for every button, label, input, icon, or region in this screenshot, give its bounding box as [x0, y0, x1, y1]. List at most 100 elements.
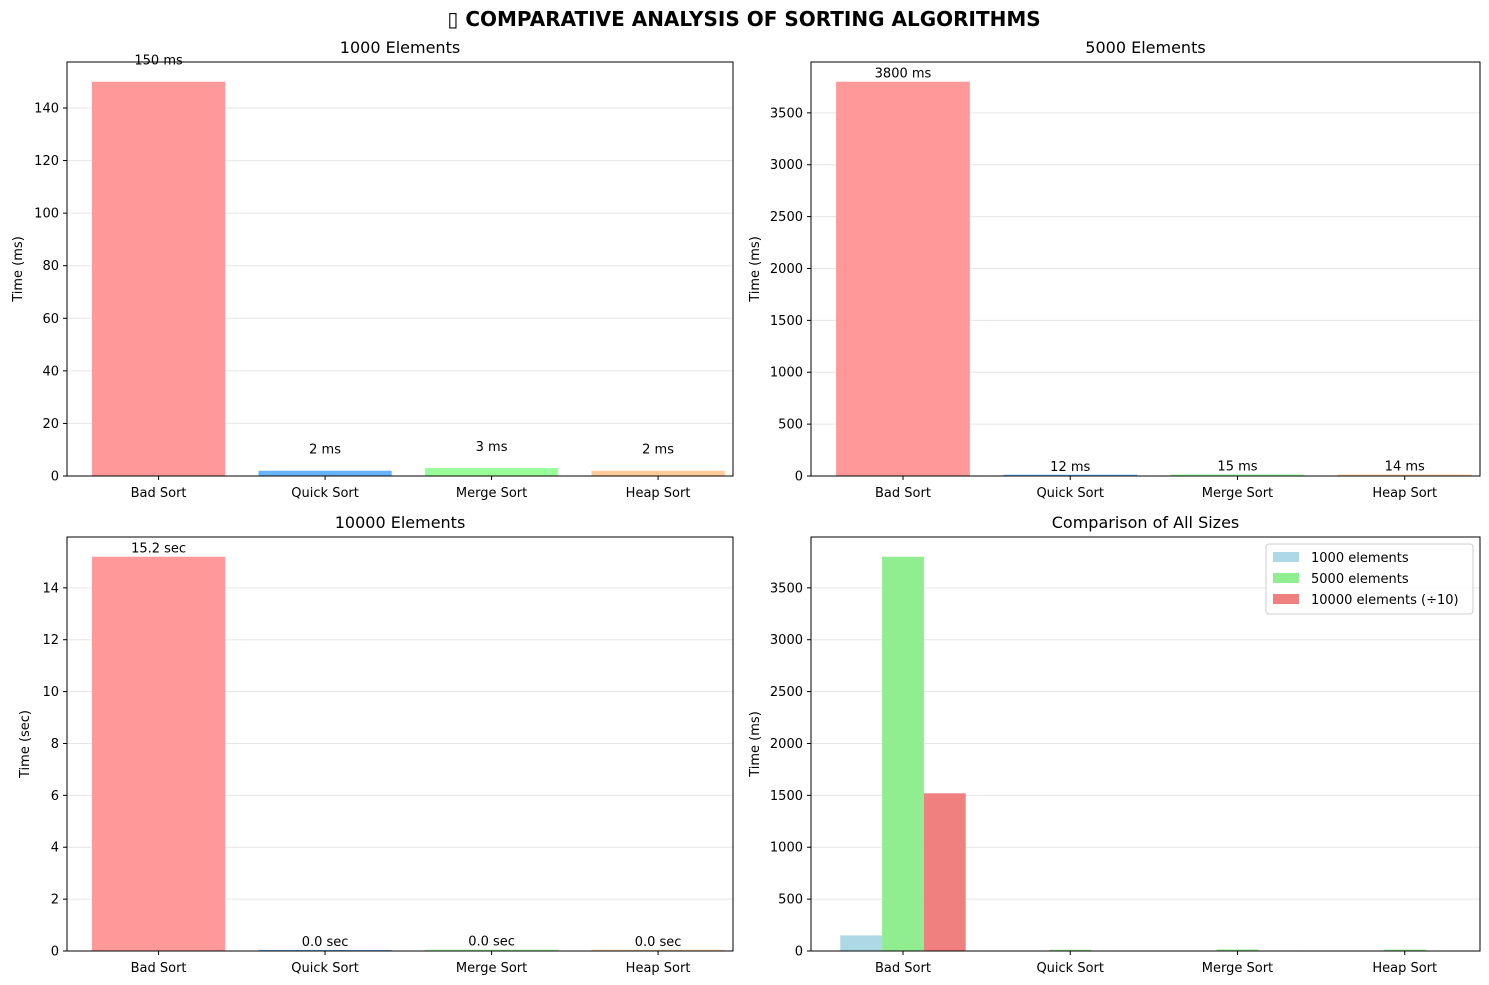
y-tick-label: 100	[34, 207, 59, 222]
figure-title: ▯ COMPARATIVE ANALYSIS OF SORTING ALGORI…	[447, 7, 1040, 31]
x-tick-label: Quick Sort	[1036, 961, 1104, 976]
bar-4-s1-1	[840, 935, 883, 951]
y-tick-label: 140	[34, 102, 59, 117]
legend-swatch-1	[1273, 552, 1299, 562]
y-tick-label: 3500	[770, 106, 803, 121]
bar-2-3	[1170, 474, 1305, 476]
axes-frame	[66, 61, 734, 477]
chart-title: 5000 Elements	[1085, 38, 1205, 57]
legend-label-1: 1000 elements	[1311, 551, 1409, 566]
y-tick-label: 0	[795, 945, 803, 960]
legend-box	[1265, 543, 1474, 615]
y-axis-label: Time (ms)	[11, 236, 26, 303]
y-tick-label: 1000	[770, 841, 803, 856]
x-tick-label: Heap Sort	[626, 961, 691, 976]
chart-panel-3: 15.2 sec 0.0 sec 0.0 sec 0.0 sec 0 2 4 6 8 10 12 14…	[18, 513, 734, 976]
axes-frame	[810, 61, 1481, 477]
chart-title: 10000 Elements	[335, 513, 466, 532]
x-tick-label: Merge Sort	[456, 486, 527, 501]
bar-4-s2-4	[1383, 949, 1426, 951]
bar-4-s2-2	[1049, 949, 1092, 951]
data-label: 2 ms	[309, 443, 341, 458]
y-tick-label: 500	[778, 418, 803, 433]
y-tick-label: 40	[42, 364, 59, 379]
x-tick-label: Heap Sort	[1372, 486, 1437, 501]
x-tick-label: Heap Sort	[626, 486, 691, 501]
y-tick-label: 0	[51, 470, 59, 485]
y-tick-label: 1000	[770, 366, 803, 381]
y-tick-label: 0	[795, 470, 803, 485]
x-tick-label: Bad Sort	[131, 486, 187, 501]
legend: 1000 elements 5000 elements 10000 elements…	[1265, 543, 1474, 615]
data-label: 2 ms	[642, 443, 674, 458]
data-label: 150 ms	[134, 54, 183, 69]
y-tick-label: 2	[51, 893, 59, 908]
y-tick-label: 500	[778, 893, 803, 908]
data-label: 0.0 sec	[302, 935, 349, 950]
x-tick-label: Quick Sort	[1036, 486, 1104, 501]
data-label: 14 ms	[1385, 460, 1425, 475]
chart-title: Comparison of All Sizes	[1052, 513, 1240, 532]
bar-3-3	[424, 949, 559, 951]
data-label: 0.0 sec	[468, 935, 515, 950]
y-tick-label: 3500	[770, 581, 803, 596]
y-tick-label: 2500	[770, 210, 803, 225]
y-tick-label: 3000	[770, 158, 803, 173]
y-tick-label: 120	[34, 154, 59, 169]
x-tick-label: Bad Sort	[131, 961, 187, 976]
data-label: 12 ms	[1050, 460, 1090, 475]
y-tick-label: 4	[51, 841, 59, 856]
y-tick-label: 8	[51, 737, 59, 752]
bar-3-2	[258, 949, 392, 951]
x-tick-label: Bad Sort	[875, 486, 931, 501]
y-axis-label: Time (ms)	[748, 711, 763, 778]
y-tick-label: 1500	[770, 314, 803, 329]
y-axis-label: Time (sec)	[18, 710, 33, 779]
axes-frame	[66, 536, 734, 952]
x-tick-label: Merge Sort	[1202, 961, 1273, 976]
bar-1-3	[424, 468, 559, 476]
data-label: 3800 ms	[875, 67, 932, 82]
bar-4-s2-1	[882, 556, 924, 951]
y-tick-label: 10	[42, 685, 59, 700]
x-tick-label: Quick Sort	[291, 486, 359, 501]
chart-title: 1000 Elements	[340, 38, 460, 57]
x-tick-label: Merge Sort	[1202, 486, 1273, 501]
y-tick-label: 2500	[770, 685, 803, 700]
bar-3-1	[91, 556, 226, 951]
x-tick-label: Quick Sort	[291, 961, 359, 976]
y-tick-label: 80	[42, 259, 59, 274]
y-axis-label: Time (ms)	[748, 236, 763, 303]
bar-4-s3-1	[923, 793, 966, 951]
y-tick-label: 14	[42, 581, 59, 596]
bar-2-4	[1337, 474, 1472, 476]
bar-1-4	[591, 470, 725, 476]
legend-label-3: 10000 elements (÷10)	[1311, 593, 1459, 608]
y-tick-label: 3000	[770, 633, 803, 648]
legend-swatch-2	[1273, 573, 1299, 583]
y-tick-label: 2000	[770, 737, 803, 752]
legend-label-2: 5000 elements	[1311, 572, 1409, 587]
data-label: 0.0 sec	[635, 935, 682, 950]
axes-frame	[810, 536, 1481, 952]
data-label: 15 ms	[1217, 459, 1257, 474]
chart-panel-4: 0 500 1000 1500 2000 2500 3000 3500 Bad Sort Quic…	[748, 513, 1481, 976]
chart-panel-1: 150 ms 2 ms 3 ms 2 ms 0 20 40 60 80 100 120 140 Bad …	[11, 38, 734, 501]
bar-1-1	[91, 81, 226, 476]
y-tick-label: 12	[42, 633, 59, 648]
data-label: 15.2 sec	[131, 542, 186, 557]
bar-3-4	[591, 949, 725, 951]
data-label: 3 ms	[476, 440, 508, 455]
x-tick-label: Bad Sort	[875, 961, 931, 976]
legend-swatch-3	[1273, 594, 1299, 604]
chart-panels: 150 ms2 ms 3 ms 2 ms020406080100120140Bad …	[11, 38, 1481, 976]
y-tick-label: 60	[42, 312, 59, 327]
chart-panel-2: 3800 ms 12 ms 15 ms 14 ms 0 500 1000 1500 2000 25…	[748, 38, 1481, 501]
y-tick-label: 2000	[770, 262, 803, 277]
bar-2-1	[836, 81, 970, 476]
x-tick-label: Heap Sort	[1372, 961, 1437, 976]
bar-2-2	[1003, 474, 1138, 476]
y-tick-label: 20	[42, 417, 59, 432]
y-tick-label: 0	[51, 945, 59, 960]
